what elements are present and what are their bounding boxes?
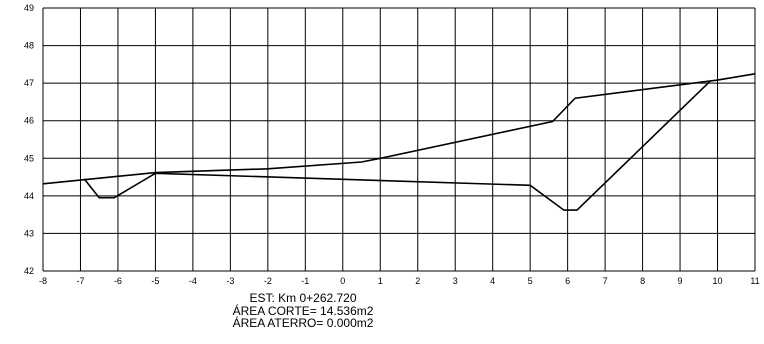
x-tick-label: 9 xyxy=(678,276,683,286)
x-tick-label: -4 xyxy=(189,276,197,286)
y-tick-labels: 42 43 44 45 46 47 48 49 xyxy=(24,3,34,276)
x-tick-label: 5 xyxy=(528,276,533,286)
y-tick-label: 43 xyxy=(24,228,34,238)
x-tick-label: -1 xyxy=(301,276,309,286)
x-tick-label: 2 xyxy=(415,276,420,286)
y-tick-label: 42 xyxy=(24,266,34,276)
terrain-profile-line xyxy=(42,73,756,185)
fill-area-label: ÁREA ATERRO= 0.000m2 xyxy=(232,316,374,330)
y-tick-label: 47 xyxy=(24,78,34,88)
x-tick-label: 3 xyxy=(453,276,458,286)
x-tick-label: 0 xyxy=(340,276,345,286)
x-tick-label: 10 xyxy=(713,276,723,286)
x-tick-label: 11 xyxy=(750,276,759,286)
station-label: EST: Km 0+262.720 xyxy=(249,291,357,305)
station-caption: EST: Km 0+262.720 ÁREA CORTE= 14.536m2 Á… xyxy=(228,292,378,330)
x-tick-label: -2 xyxy=(264,276,272,286)
x-tick-label: 6 xyxy=(565,276,570,286)
cut-area-label: ÁREA CORTE= 14.536m2 xyxy=(232,303,374,318)
x-tick-label: -3 xyxy=(226,276,234,286)
y-tick-label: 46 xyxy=(24,116,34,126)
y-tick-label: 44 xyxy=(24,191,34,201)
y-tick-label: 48 xyxy=(24,41,34,51)
x-tick-label: 8 xyxy=(640,276,645,286)
x-tick-labels: -8 -7 -6 -5 -4 -3 -2 -1 0 1 2 3 4 5 6 7 8 9 10 11 xyxy=(39,276,760,286)
x-tick-label: -6 xyxy=(114,276,122,286)
series-lines xyxy=(42,73,756,211)
y-tick-label: 49 xyxy=(24,3,34,13)
grid xyxy=(42,7,756,272)
x-tick-label: 7 xyxy=(603,276,608,286)
design-section-line xyxy=(83,80,711,211)
y-tick-label: 45 xyxy=(24,153,34,163)
x-tick-label: 1 xyxy=(378,276,383,286)
x-tick-label: -5 xyxy=(151,276,159,286)
x-tick-label: -8 xyxy=(39,276,47,286)
x-tick-label: -7 xyxy=(76,276,84,286)
x-tick-label: 4 xyxy=(490,276,495,286)
